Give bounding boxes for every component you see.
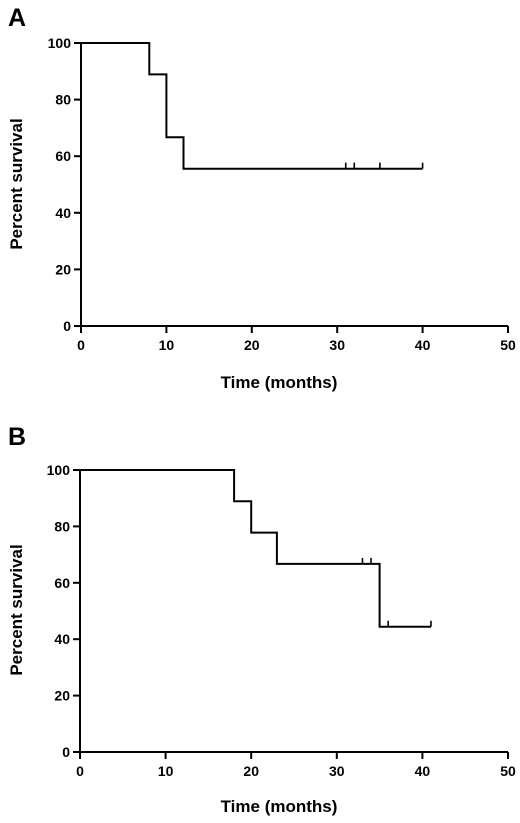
x-tick-label: 40 xyxy=(415,337,431,353)
y-tick-label: 40 xyxy=(55,205,71,221)
plot-area: 0 20 40 60 80 100 0 10 20 30 40 50 xyxy=(48,35,516,353)
y-tick-label: 0 xyxy=(63,318,71,334)
survival-curve xyxy=(81,42,423,170)
y-tick-label: 40 xyxy=(54,631,70,647)
y-tick-label: 100 xyxy=(48,35,72,51)
y-tick-label: 0 xyxy=(62,744,70,760)
x-tick-label: 10 xyxy=(159,337,175,353)
survival-curve xyxy=(80,469,431,628)
plot-area: 0 20 40 60 80 100 0 10 20 30 40 50 xyxy=(47,462,516,779)
y-tick-label: 100 xyxy=(47,462,71,478)
y-tick-label: 80 xyxy=(54,518,70,534)
x-tick-label: 10 xyxy=(158,763,174,779)
x-tick-label: 50 xyxy=(500,763,516,779)
y-axis-title: Percent survival xyxy=(7,544,26,675)
x-tick-label: 30 xyxy=(329,763,345,779)
y-tick-label: 80 xyxy=(55,92,71,108)
x-tick-label: 20 xyxy=(243,763,259,779)
x-tick-label: 50 xyxy=(500,337,516,353)
x-tick-label: 0 xyxy=(76,763,84,779)
y-tick-label: 20 xyxy=(54,688,70,704)
x-tick-label: 30 xyxy=(329,337,345,353)
panel-b: B Time (months) Percent survival 0 20 40 60… xyxy=(7,423,516,816)
y-tick-label: 20 xyxy=(55,261,71,277)
panel-a: A Time (months) Percent survival 0 20 40 60… xyxy=(7,4,516,392)
y-tick-label: 60 xyxy=(54,575,70,591)
x-tick-label: 0 xyxy=(77,337,85,353)
panel-label: A xyxy=(8,4,26,32)
y-axis-title: Percent survival xyxy=(7,118,26,249)
y-tick-label: 60 xyxy=(55,148,71,164)
x-axis-title: Time (months) xyxy=(221,373,338,392)
x-tick-label: 40 xyxy=(415,763,431,779)
panel-label: B xyxy=(8,423,26,451)
x-axis-title: Time (months) xyxy=(221,797,338,816)
x-tick-label: 20 xyxy=(244,337,260,353)
